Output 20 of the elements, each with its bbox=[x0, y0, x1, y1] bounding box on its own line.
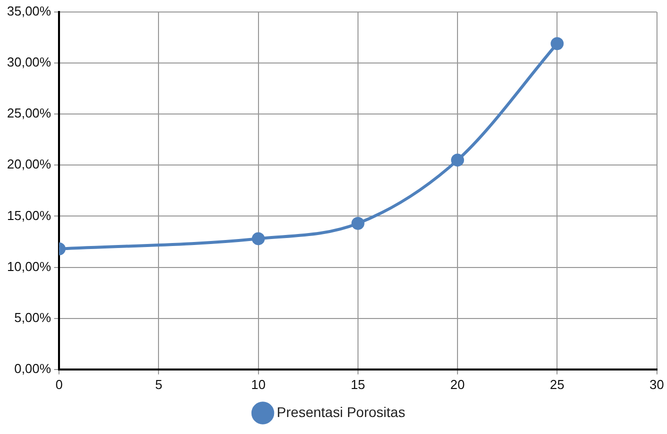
x-tick-label: 0 bbox=[55, 376, 63, 392]
y-tick-label: 20,00% bbox=[6, 156, 52, 172]
y-tick-label: 5,00% bbox=[14, 310, 52, 325]
x-tick-label: 10 bbox=[251, 376, 266, 392]
y-tick-label: 35,00% bbox=[6, 4, 52, 19]
y-tick-label: 15,00% bbox=[6, 208, 52, 223]
x-tick-label: 30 bbox=[650, 376, 664, 392]
x-tick-label: 20 bbox=[450, 376, 465, 392]
y-tick-label: 10,00% bbox=[6, 258, 52, 274]
x-tick-label: 5 bbox=[155, 376, 162, 392]
y-tick-label: 0,00% bbox=[14, 360, 52, 376]
point bbox=[351, 216, 364, 230]
x-tick-label: 15 bbox=[350, 376, 366, 392]
y-tick-label: 30,00% bbox=[6, 54, 52, 70]
y-tick-label: 25,00% bbox=[6, 106, 52, 121]
point bbox=[451, 154, 464, 167]
x-tick-label: 25 bbox=[550, 376, 564, 392]
legend-label: Presentasi Porositas bbox=[276, 404, 406, 420]
point bbox=[252, 232, 265, 246]
point bbox=[550, 37, 564, 50]
